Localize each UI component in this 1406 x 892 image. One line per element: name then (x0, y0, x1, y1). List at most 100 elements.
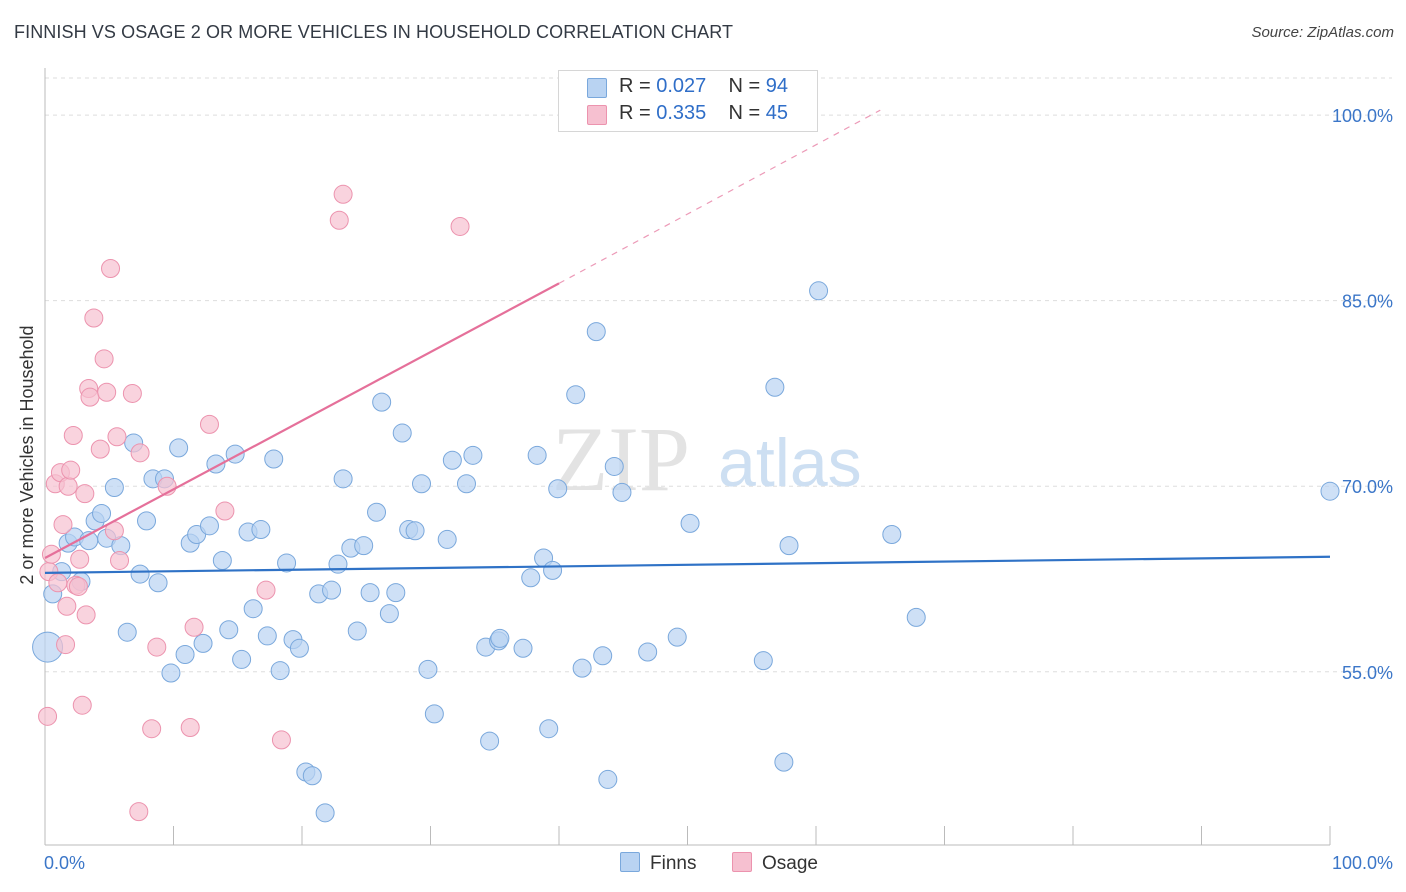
osage-n-label: N = (728, 102, 761, 124)
osage-trend-extension (558, 109, 881, 284)
finns-point (379, 604, 399, 624)
osage-point (58, 476, 78, 496)
finns-point (513, 638, 533, 658)
osage-point (184, 617, 204, 637)
y-tick-label: 85.0% (1342, 292, 1393, 312)
finns-trend-line (44, 555, 1331, 574)
osage-n-value: 45 (765, 102, 789, 124)
finns-point (92, 503, 112, 523)
finns-n-value: 94 (765, 75, 789, 97)
finns-point (219, 620, 239, 640)
finns-point (251, 520, 271, 540)
finns-point (667, 627, 687, 647)
y-axis-label: 2 or more Vehicles in Household (17, 325, 37, 584)
finns-point (360, 583, 380, 603)
finns-point (193, 633, 213, 653)
finns-legend-label: Finns (650, 853, 697, 874)
grid-lines (45, 77, 1392, 673)
finns-point (148, 573, 168, 593)
osage-point (48, 573, 68, 593)
finns-point (137, 511, 157, 531)
finns-point (779, 536, 799, 556)
osage-point (333, 184, 353, 204)
finns-point (130, 564, 150, 584)
y-tick-label: 55.0% (1342, 663, 1393, 683)
osage-point (68, 576, 88, 596)
osage-point (110, 550, 130, 570)
osage-point (142, 719, 162, 739)
finns-point (412, 474, 432, 494)
osage-swatch (587, 105, 607, 125)
x-tick-label-min: 0.0% (44, 853, 85, 873)
finns-point (456, 474, 476, 494)
finns-point (322, 580, 342, 600)
finns-point (753, 651, 773, 671)
osage-point (256, 580, 276, 600)
osage-point (129, 802, 149, 822)
osage-point (130, 443, 150, 463)
finns-point (539, 719, 559, 739)
finns-point (572, 658, 592, 678)
watermark-atlas: atlas (718, 425, 862, 501)
finns-point (289, 638, 309, 658)
finns-swatch (587, 78, 607, 98)
finns-point (424, 704, 444, 724)
chart-title: FINNISH VS OSAGE 2 OR MORE VEHICLES IN H… (14, 22, 734, 42)
osage-point (76, 605, 96, 625)
osage-point (84, 308, 104, 328)
finns-point (169, 438, 189, 458)
source-credit: Source: ZipAtlas.com (1251, 24, 1394, 41)
osage-point (63, 426, 83, 446)
osage-point (101, 259, 121, 279)
finns-point (774, 752, 794, 772)
finns-point (386, 583, 406, 603)
osage-point (80, 387, 100, 407)
osage-points (38, 184, 470, 822)
osage-trend-line (44, 282, 560, 559)
finns-point (161, 663, 181, 683)
finns-point (521, 568, 541, 588)
finns-point (405, 521, 425, 541)
finns-point (117, 622, 137, 642)
finns-points (32, 281, 1340, 823)
osage-point (61, 460, 81, 480)
finns-point (232, 649, 252, 669)
finns-point (418, 659, 438, 679)
finns-point (264, 449, 284, 469)
y-tick-label: 70.0% (1342, 477, 1393, 497)
osage-legend-swatch (732, 852, 752, 872)
finns-n-label: N = (728, 75, 761, 97)
finns-point (328, 554, 348, 574)
x-tick-label-max: 100.0% (1332, 853, 1393, 873)
finns-point (104, 477, 124, 497)
osage-point (199, 414, 219, 434)
osage-point (57, 596, 77, 616)
osage-point (180, 717, 200, 737)
finns-point (480, 731, 500, 751)
finns-point (612, 482, 632, 502)
y-tick-label: 100.0% (1332, 106, 1393, 126)
osage-point (147, 637, 167, 657)
finns-point (257, 626, 277, 646)
watermark: ZIP atlas (552, 408, 862, 510)
finns-point (680, 513, 700, 533)
finns-point (315, 803, 335, 823)
legend-item-osage: Osage (732, 852, 818, 875)
osage-point (94, 349, 114, 369)
finns-point (765, 377, 785, 397)
legend-finns-text: R = 0.027 N = 94 (619, 75, 788, 98)
finns-point (548, 479, 568, 499)
finns-point (354, 536, 374, 556)
osage-r-label: R = (619, 102, 651, 124)
osage-point (107, 427, 127, 447)
finns-point (638, 642, 658, 662)
finns-point (543, 560, 563, 580)
finns-point (372, 392, 392, 412)
finns-point (566, 385, 586, 405)
finns-point (882, 524, 902, 544)
stats-legend: R = 0.027 N = 94 R = 0.335 N = 45 (558, 70, 818, 132)
finns-point (906, 607, 926, 627)
finns-point (593, 646, 613, 666)
osage-point (53, 515, 73, 535)
